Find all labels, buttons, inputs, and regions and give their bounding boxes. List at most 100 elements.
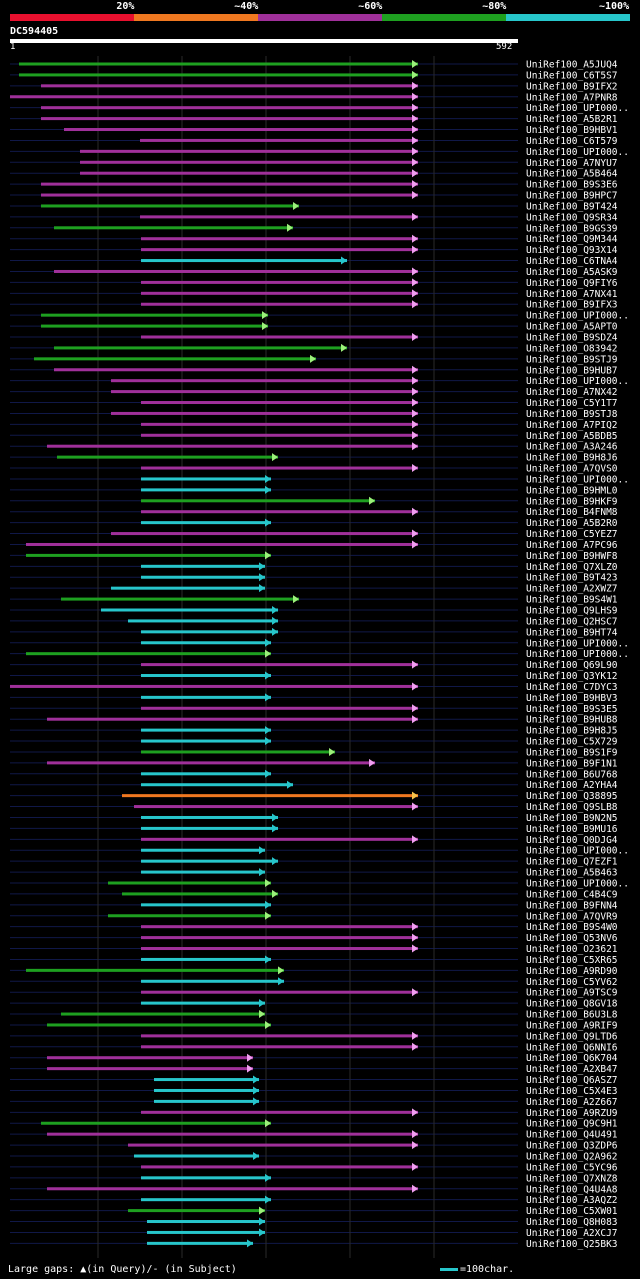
hit-label[interactable]: UniRef100_UPI000..: [526, 638, 629, 649]
hit-label[interactable]: UniRef100_B9HBV3: [526, 693, 618, 704]
hit-label[interactable]: UniRef100_A7NX41: [526, 289, 618, 300]
hit-label[interactable]: UniRef100_UPI000..: [526, 879, 629, 890]
hit-label[interactable]: UniRef100_B9H8J5: [526, 726, 618, 737]
hit-label[interactable]: UniRef100_UPI000..: [526, 649, 629, 660]
hit-label[interactable]: UniRef100_Q3ZDP6: [526, 1141, 618, 1152]
hit-label[interactable]: UniRef100_A5B2R1: [526, 114, 618, 125]
hit-label[interactable]: UniRef100_B6U768: [526, 769, 618, 780]
hit-label[interactable]: UniRef100_C6T579: [526, 136, 618, 147]
hit-label[interactable]: UniRef100_B4FNM8: [526, 507, 618, 518]
hit-label[interactable]: UniRef100_C4B4C9: [526, 889, 618, 900]
hit-label[interactable]: UniRef100_B9N2N5: [526, 813, 618, 824]
hit-label[interactable]: UniRef100_Q6NNI6: [526, 1042, 618, 1053]
hit-label[interactable]: UniRef100_A5APT0: [526, 322, 618, 333]
hit-label[interactable]: UniRef100_B9HML0: [526, 485, 618, 496]
hit-label[interactable]: UniRef100_A5B2R0: [526, 518, 618, 529]
hit-label[interactable]: UniRef100_B9FNN4: [526, 900, 618, 911]
hit-label[interactable]: UniRef100_Q0DJG4: [526, 835, 618, 846]
hit-label[interactable]: UniRef100_B9STJ8: [526, 409, 618, 420]
hit-label[interactable]: UniRef100_A7PIQ2: [526, 420, 618, 431]
hit-label[interactable]: UniRef100_UPI000..: [526, 474, 629, 485]
hit-label[interactable]: UniRef100_C5XW01: [526, 1206, 618, 1217]
hit-label[interactable]: UniRef100_Q93X14: [526, 245, 618, 256]
hit-label[interactable]: UniRef100_Q2A962: [526, 1152, 618, 1163]
hit-label[interactable]: UniRef100_Q9SLB8: [526, 802, 618, 813]
hit-label[interactable]: UniRef100_B9S4W0: [526, 922, 618, 933]
hit-label[interactable]: UniRef100_B9HBV1: [526, 125, 618, 136]
hit-label[interactable]: UniRef100_Q25BK3: [526, 1239, 618, 1250]
hit-label[interactable]: UniRef100_A2XB47: [526, 1064, 618, 1075]
hit-label[interactable]: UniRef100_C5YV62: [526, 977, 618, 988]
hit-label[interactable]: UniRef100_C5YEZ7: [526, 529, 618, 540]
hit-label[interactable]: UniRef100_B9IFX2: [526, 81, 618, 92]
hit-label[interactable]: UniRef100_C5YC96: [526, 1162, 618, 1173]
hit-label[interactable]: UniRef100_B9MU16: [526, 824, 618, 835]
hit-label[interactable]: UniRef100_B9HWF8: [526, 551, 618, 562]
hit-label[interactable]: UniRef100_A3AQZ2: [526, 1195, 618, 1206]
hit-label[interactable]: UniRef100_Q7EZF1: [526, 857, 618, 868]
hit-label[interactable]: UniRef100_A5B464: [526, 169, 618, 180]
hit-label[interactable]: UniRef100_A7QVS0: [526, 464, 618, 475]
hit-label[interactable]: UniRef100_C6T5S7: [526, 70, 618, 81]
hit-label[interactable]: UniRef100_Q7XNZ8: [526, 1173, 618, 1184]
hit-label[interactable]: UniRef100_A5B463: [526, 868, 618, 879]
hit-label[interactable]: UniRef100_A5JUQ4: [526, 60, 618, 71]
hit-label[interactable]: UniRef100_Q7XLZ0: [526, 562, 618, 573]
hit-label[interactable]: UniRef100_A7PC96: [526, 540, 618, 551]
hit-label[interactable]: UniRef100_Q3YK12: [526, 671, 618, 682]
hit-label[interactable]: UniRef100_A2YHA4: [526, 780, 618, 791]
hit-label[interactable]: UniRef100_B9T424: [526, 201, 618, 212]
hit-label[interactable]: UniRef100_B9HUB8: [526, 715, 618, 726]
hit-label[interactable]: UniRef100_UPI000..: [526, 311, 629, 322]
hit-label[interactable]: UniRef100_C6TNA4: [526, 256, 618, 267]
hit-label[interactable]: UniRef100_Q38895: [526, 791, 618, 802]
hit-label[interactable]: UniRef100_Q2HSC7: [526, 616, 618, 627]
hit-label[interactable]: UniRef100_B9H8J6: [526, 453, 618, 464]
hit-label[interactable]: UniRef100_B9STJ9: [526, 354, 618, 365]
hit-label[interactable]: UniRef100_Q9FIY6: [526, 278, 618, 289]
hit-label[interactable]: UniRef100_A9RIF9: [526, 1020, 618, 1031]
hit-label[interactable]: UniRef100_O83942: [526, 343, 618, 354]
hit-label[interactable]: UniRef100_UPI000..: [526, 147, 629, 158]
hit-label[interactable]: UniRef100_A7NYU7: [526, 158, 618, 169]
hit-label[interactable]: UniRef100_B9HKF9: [526, 496, 618, 507]
hit-label[interactable]: UniRef100_C5XR65: [526, 955, 618, 966]
hit-label[interactable]: UniRef100_C5X729: [526, 737, 618, 748]
hit-label[interactable]: UniRef100_B9HUB7: [526, 365, 618, 376]
hit-label[interactable]: UniRef100_Q9SR34: [526, 212, 618, 223]
hit-label[interactable]: UniRef100_A5ASK9: [526, 267, 618, 278]
hit-label[interactable]: UniRef100_Q6ASZ7: [526, 1075, 618, 1086]
hit-label[interactable]: UniRef100_C5X4E3: [526, 1086, 618, 1097]
hit-label[interactable]: UniRef100_B9IFX3: [526, 300, 618, 311]
hit-label[interactable]: UniRef100_Q9C9H1: [526, 1119, 618, 1130]
hit-label[interactable]: UniRef100_Q4U491: [526, 1130, 618, 1141]
hit-label[interactable]: UniRef100_A3A246: [526, 442, 618, 453]
hit-label[interactable]: UniRef100_Q69L90: [526, 660, 618, 671]
hit-label[interactable]: UniRef100_A9TSC9: [526, 988, 618, 999]
hit-label[interactable]: UniRef100_B9GS39: [526, 223, 618, 234]
hit-label[interactable]: UniRef100_UPI000..: [526, 846, 629, 857]
hit-label[interactable]: UniRef100_Q53NV6: [526, 933, 618, 944]
hit-label[interactable]: UniRef100_Q6K704: [526, 1053, 618, 1064]
hit-label[interactable]: UniRef100_A9RD90: [526, 966, 618, 977]
hit-label[interactable]: UniRef100_B9T423: [526, 573, 618, 584]
hit-label[interactable]: UniRef100_Q4U4A8: [526, 1184, 618, 1195]
hit-label[interactable]: UniRef100_B6U3L8: [526, 1010, 618, 1021]
hit-label[interactable]: UniRef100_B9F1N1: [526, 758, 618, 769]
hit-label[interactable]: UniRef100_A2XWZ7: [526, 584, 618, 595]
hit-label[interactable]: UniRef100_B9SDZ4: [526, 333, 618, 344]
hit-label[interactable]: UniRef100_UPI000..: [526, 376, 629, 387]
hit-label[interactable]: UniRef100_C7DYC3: [526, 682, 618, 693]
hit-label[interactable]: UniRef100_A7PNR8: [526, 92, 618, 103]
hit-label[interactable]: UniRef100_C5Y1T7: [526, 398, 618, 409]
hit-label[interactable]: UniRef100_Q8GV18: [526, 999, 618, 1010]
hit-label[interactable]: UniRef100_A2XCJ7: [526, 1228, 618, 1239]
hit-label[interactable]: UniRef100_B9S3E5: [526, 704, 618, 715]
hit-label[interactable]: UniRef100_B9HT74: [526, 627, 618, 638]
hit-label[interactable]: UniRef100_A2Z667: [526, 1097, 618, 1108]
hit-label[interactable]: UniRef100_O23621: [526, 944, 618, 955]
hit-label[interactable]: UniRef100_Q9LHS9: [526, 606, 618, 617]
hit-label[interactable]: UniRef100_Q9LTD6: [526, 1031, 618, 1042]
hit-label[interactable]: UniRef100_UPI000..: [526, 103, 629, 114]
hit-label[interactable]: UniRef100_B9S3E6: [526, 180, 618, 191]
